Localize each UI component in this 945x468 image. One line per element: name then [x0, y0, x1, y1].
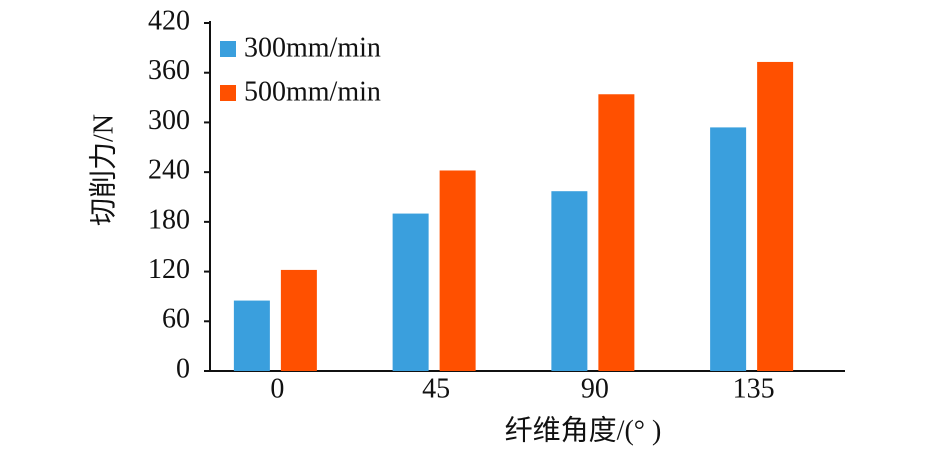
- x-tick-label: 135: [733, 373, 775, 404]
- bar: [710, 127, 747, 372]
- bar: [392, 213, 429, 371]
- y-tick-label: 0: [176, 353, 190, 384]
- x-axis-label: 纤维角度/(° ): [505, 414, 662, 446]
- y-tick-label: 420: [148, 5, 190, 36]
- y-axis-label: 切削力/N: [87, 114, 119, 226]
- y-tick-label: 60: [162, 304, 190, 335]
- x-tick-label: 45: [422, 373, 450, 404]
- bar: [598, 94, 635, 371]
- x-tick-label: 0: [270, 373, 284, 404]
- bar: [233, 300, 270, 371]
- y-tick-label: 360: [148, 55, 190, 86]
- y-tick-label: 180: [148, 204, 190, 235]
- legend-label: 500mm/min: [244, 76, 381, 107]
- legend-swatch: [220, 85, 236, 101]
- x-tick-label: 90: [581, 373, 609, 404]
- y-tick-label: 300: [148, 105, 190, 136]
- legend-swatch: [220, 41, 236, 57]
- y-tick-label: 240: [148, 155, 190, 186]
- legend-label: 300mm/min: [244, 32, 381, 63]
- y-tick-label: 120: [148, 254, 190, 285]
- bar: [551, 191, 588, 371]
- bar: [280, 269, 317, 371]
- bar: [757, 61, 794, 371]
- bar: [439, 170, 476, 371]
